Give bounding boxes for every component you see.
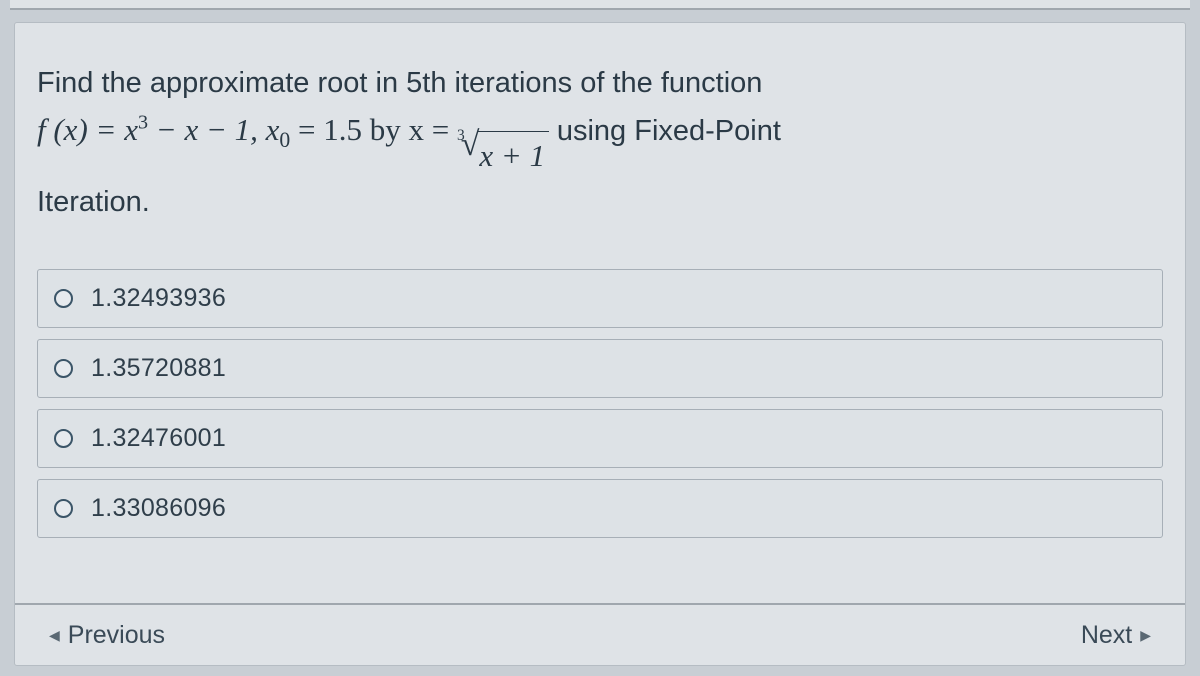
cube-root: 3√x + 1: [457, 128, 549, 180]
option-label: 1.32476001: [91, 424, 226, 453]
radio-icon: [54, 429, 73, 448]
option-c[interactable]: 1.32476001: [37, 409, 1163, 468]
options-list: 1.32493936 1.35720881 1.32476001 1.33086…: [37, 269, 1163, 538]
option-b[interactable]: 1.35720881: [37, 339, 1163, 398]
next-label: Next: [1081, 621, 1132, 650]
question-intro: Find the approximate root in 5th iterati…: [37, 67, 762, 99]
question-card: Find the approximate root in 5th iterati…: [14, 22, 1186, 666]
previous-button[interactable]: ◀ Previous: [49, 621, 165, 650]
previous-label: Previous: [68, 621, 165, 650]
chevron-right-icon: ▶: [1140, 627, 1151, 644]
option-label: 1.32493936: [91, 284, 226, 313]
radio-icon: [54, 499, 73, 518]
option-d[interactable]: 1.33086096: [37, 479, 1163, 538]
option-label: 1.33086096: [91, 494, 226, 523]
radio-icon: [54, 289, 73, 308]
nav-bar: ◀ Previous Next ▶: [15, 603, 1185, 665]
question-formula: f (x) = x3 − x − 1, x0 = 1.5 by x = 3√x …: [37, 112, 557, 147]
top-divider: [10, 0, 1190, 10]
chevron-left-icon: ◀: [49, 627, 60, 644]
option-a[interactable]: 1.32493936: [37, 269, 1163, 328]
next-button[interactable]: Next ▶: [1081, 621, 1151, 650]
radio-icon: [54, 359, 73, 378]
option-label: 1.35720881: [91, 354, 226, 383]
question-text: Find the approximate root in 5th iterati…: [37, 61, 1163, 225]
question-lastline: Iteration.: [37, 186, 150, 218]
question-tail: using Fixed-Point: [557, 115, 781, 147]
